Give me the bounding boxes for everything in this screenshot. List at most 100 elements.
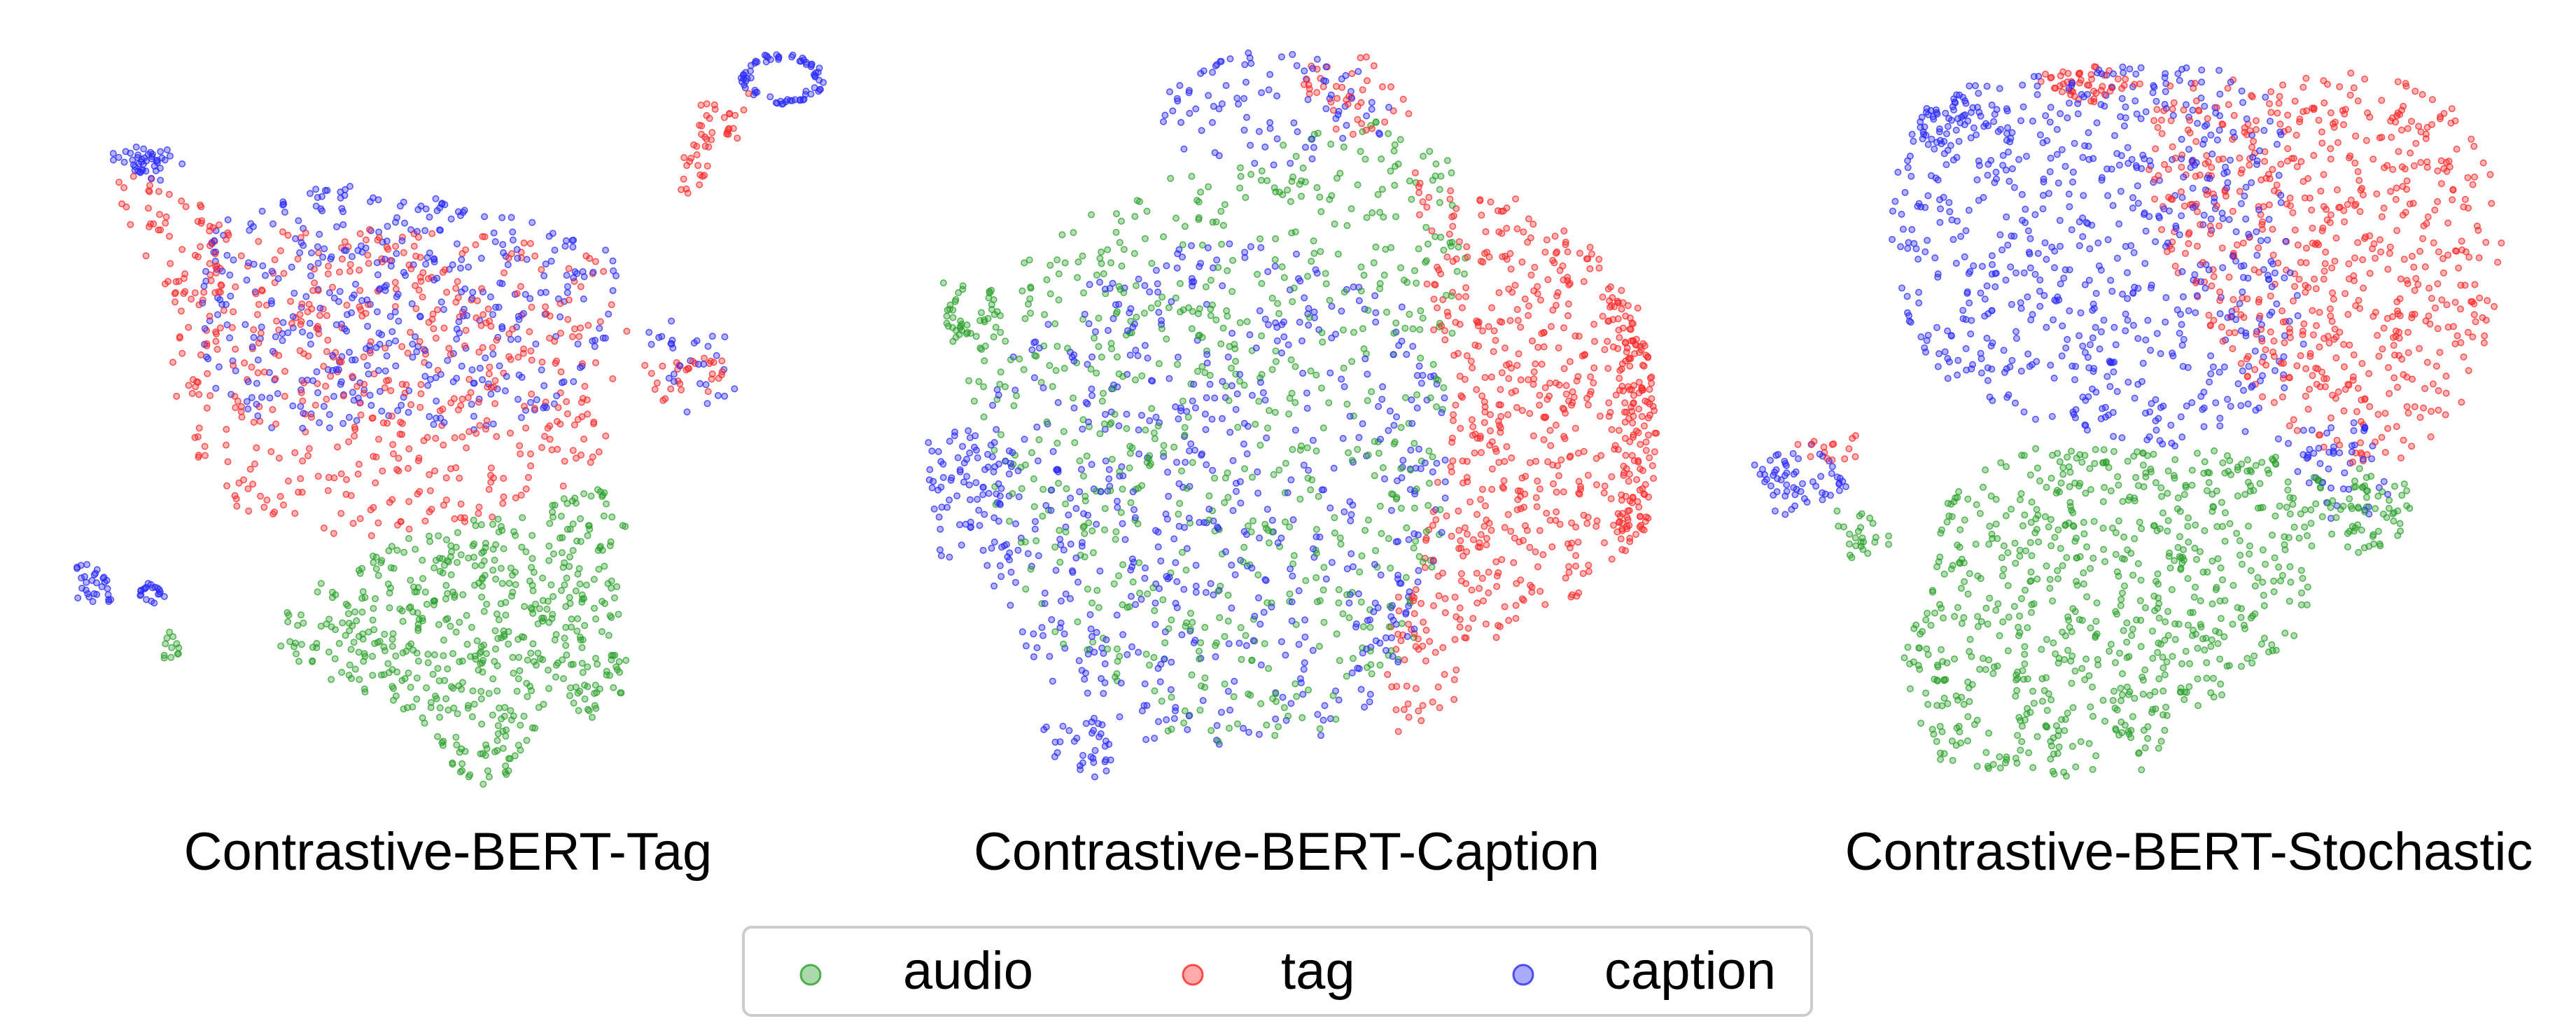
point-caption	[363, 361, 371, 369]
point-tag	[1485, 589, 1492, 597]
point-tag	[1574, 373, 1582, 380]
point-audio	[1181, 707, 1189, 715]
point-tag	[1525, 312, 1532, 319]
point-caption	[1187, 440, 1195, 447]
point-tag	[1584, 401, 1592, 409]
point-audio	[1205, 183, 1212, 190]
point-caption	[147, 581, 155, 588]
point-caption	[1007, 569, 1015, 576]
point-caption	[1263, 434, 1270, 442]
point-tag	[1364, 77, 1371, 85]
point-caption	[1332, 331, 1340, 338]
point-audio	[1397, 264, 1405, 272]
point-caption	[1265, 86, 1273, 94]
point-caption	[925, 476, 933, 484]
point-caption	[570, 236, 578, 244]
point-audio	[1013, 392, 1021, 400]
point-audio	[1397, 424, 1405, 431]
point-audio	[1217, 207, 1225, 215]
point-tag	[1422, 536, 1430, 544]
point-tag	[1553, 301, 1560, 309]
point-tag	[291, 449, 299, 457]
point-audio	[2165, 553, 2173, 560]
point-caption	[1124, 327, 1131, 335]
point-caption	[1086, 611, 1094, 618]
point-caption	[509, 228, 517, 236]
point-tag	[1429, 698, 1436, 706]
point-audio	[454, 710, 461, 718]
point-caption	[2062, 344, 2070, 352]
point-caption	[1129, 324, 1137, 331]
point-audio	[1221, 680, 1228, 688]
point-tag	[1512, 602, 1520, 609]
point-caption	[312, 186, 320, 193]
point-tag	[1476, 585, 1483, 592]
point-audio	[592, 655, 599, 662]
point-tag	[1450, 417, 1457, 424]
point-tag	[517, 450, 524, 458]
point-tag	[188, 296, 195, 303]
point-audio	[2356, 465, 2363, 473]
point-tag	[314, 323, 321, 331]
point-audio	[1385, 623, 1393, 631]
point-caption	[1014, 546, 1022, 554]
point-audio	[328, 594, 336, 602]
point-caption	[1072, 554, 1080, 562]
point-tag	[401, 389, 409, 397]
point-audio	[407, 683, 414, 691]
point-audio	[2047, 755, 2054, 763]
point-caption	[2207, 131, 2215, 139]
point-audio	[1424, 240, 1432, 248]
point-tag	[1420, 618, 1427, 626]
point-caption	[78, 584, 86, 592]
point-tag	[500, 475, 507, 482]
point-caption	[383, 352, 391, 360]
point-tag	[1476, 197, 1484, 204]
point-tag	[1626, 362, 1634, 370]
point-audio	[567, 661, 575, 669]
point-audio	[1906, 660, 1914, 667]
point-tag	[232, 283, 239, 291]
point-caption	[1301, 294, 1308, 302]
point-tag	[395, 454, 402, 462]
point-tag	[1630, 391, 1637, 399]
point-tag	[146, 188, 153, 195]
point-caption	[974, 454, 981, 461]
point-tag	[1599, 312, 1606, 320]
point-caption	[713, 352, 720, 359]
point-caption	[1192, 588, 1200, 596]
point-tag	[1450, 352, 1458, 359]
point-caption	[2033, 82, 2041, 90]
point-tag	[367, 338, 374, 345]
point-audio	[1343, 591, 1351, 599]
point-tag	[2345, 260, 2353, 268]
point-audio	[1098, 397, 1106, 405]
point-tag	[1544, 276, 1552, 284]
point-tag	[258, 286, 265, 293]
point-tag	[2203, 152, 2211, 160]
point-tag	[2385, 363, 2393, 371]
point-tag	[2393, 423, 2400, 431]
point-tag	[195, 453, 202, 461]
point-audio	[1307, 486, 1315, 494]
point-audio	[1406, 310, 1413, 318]
point-caption	[1007, 459, 1014, 467]
point-tag	[1501, 603, 1508, 611]
point-caption	[1226, 240, 1233, 248]
point-tag	[1449, 258, 1457, 265]
point-tag	[1419, 198, 1427, 206]
point-audio	[579, 669, 587, 676]
point-audio	[1453, 268, 1461, 275]
point-caption	[202, 268, 209, 275]
point-caption	[460, 305, 468, 313]
point-tag	[424, 433, 431, 441]
point-tag	[1529, 337, 1536, 345]
point-caption	[299, 424, 307, 432]
point-audio	[1376, 661, 1384, 669]
point-caption	[1115, 422, 1123, 430]
point-audio	[1411, 267, 1419, 275]
point-audio	[1312, 447, 1320, 454]
point-audio	[1107, 340, 1115, 347]
point-caption	[1138, 412, 1146, 419]
point-tag	[130, 172, 137, 180]
